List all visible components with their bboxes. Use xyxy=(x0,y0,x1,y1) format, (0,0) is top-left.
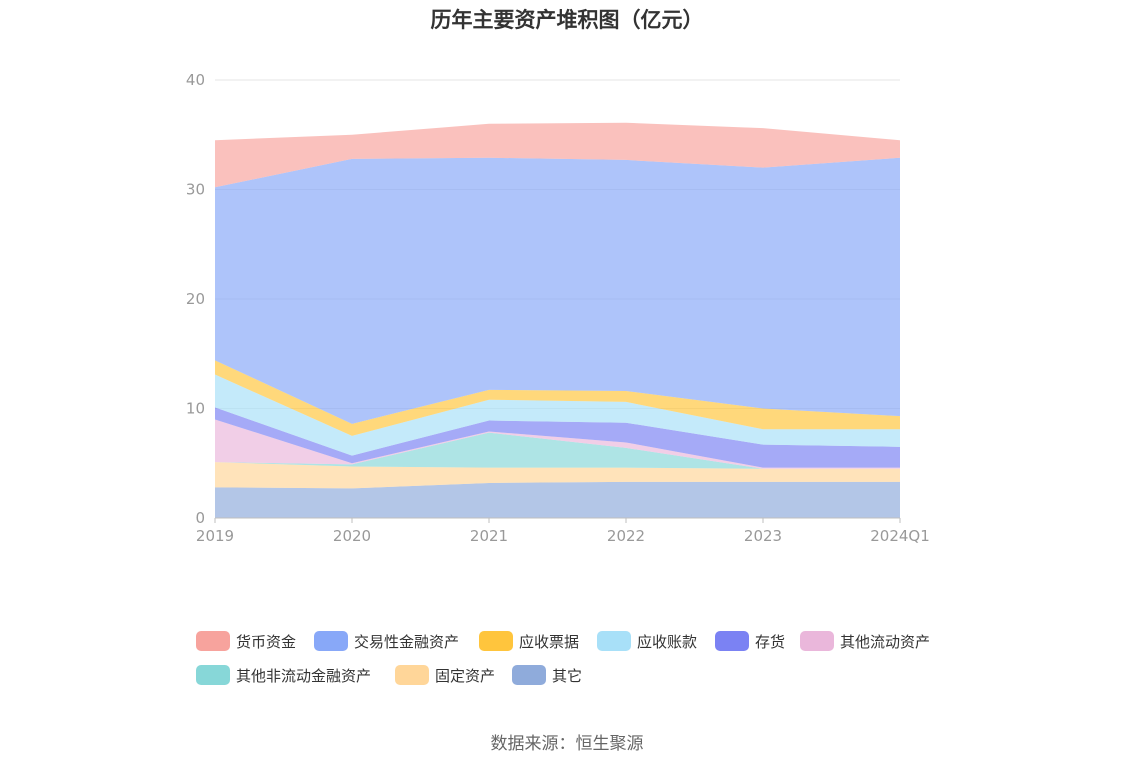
legend-label: 固定资产 xyxy=(435,666,496,685)
area-series xyxy=(215,407,900,468)
chart-title: 历年主要资产堆积图（亿元） xyxy=(430,8,704,32)
legend-swatch xyxy=(196,665,230,685)
area-series xyxy=(215,419,900,469)
legend-item[interactable]: 交易性金融资产 xyxy=(314,630,459,652)
area-series xyxy=(215,462,900,489)
x-tick-label: 2021 xyxy=(470,527,508,545)
legend-swatch xyxy=(395,665,429,685)
legend-swatch xyxy=(597,631,631,651)
area-series xyxy=(215,481,900,518)
stacked-area-chart: 2019 2020 2021 2022 2023 2024Q1 0 10 20 30 40 xyxy=(186,71,930,545)
x-tick-label: 2020 xyxy=(333,527,371,545)
legend-label: 其他非流动金融资产 xyxy=(236,666,372,685)
legend-item[interactable]: 应收票据 xyxy=(479,630,579,652)
y-tick-label: 30 xyxy=(186,181,205,199)
legend-item[interactable]: 其它 xyxy=(512,664,582,686)
x-tick-label: 2019 xyxy=(196,527,234,545)
source-note: 数据来源：恒生聚源 xyxy=(490,734,644,754)
legend-item[interactable]: 货币资金 xyxy=(196,630,296,652)
legend-label: 其它 xyxy=(552,666,583,685)
area-series xyxy=(215,432,900,469)
legend-item[interactable]: 其他非流动金融资产 xyxy=(196,664,371,686)
area-series xyxy=(215,374,900,456)
legend-swatch xyxy=(512,665,546,685)
legend-swatch xyxy=(715,631,749,651)
y-tick-label: 0 xyxy=(195,509,205,527)
legend-label: 应收账款 xyxy=(637,632,698,651)
x-tick-label: 2022 xyxy=(607,527,645,545)
y-tick-label: 10 xyxy=(186,400,205,418)
y-tick-label: 20 xyxy=(186,290,205,308)
x-tick-label: 2024Q1 xyxy=(870,527,930,545)
legend-label: 货币资金 xyxy=(236,632,297,651)
legend-label: 存货 xyxy=(755,632,786,651)
area-series xyxy=(215,122,900,188)
x-tick-label: 2023 xyxy=(744,527,782,545)
legend-swatch xyxy=(196,631,230,651)
area-series xyxy=(215,157,900,424)
legend-swatch xyxy=(314,631,348,651)
y-tick-label: 40 xyxy=(186,71,205,89)
legend-item[interactable]: 存货 xyxy=(715,630,785,652)
area-series xyxy=(215,360,900,436)
legend-item[interactable]: 其他流动资产 xyxy=(800,630,930,652)
legend-item[interactable]: 固定资产 xyxy=(395,664,495,686)
legend-label: 应收票据 xyxy=(519,632,580,651)
legend-label: 交易性金融资产 xyxy=(354,632,460,651)
legend-swatch xyxy=(479,631,513,651)
legend-item[interactable]: 应收账款 xyxy=(597,630,697,652)
legend-label: 其他流动资产 xyxy=(840,632,931,651)
legend-swatch xyxy=(800,631,834,651)
